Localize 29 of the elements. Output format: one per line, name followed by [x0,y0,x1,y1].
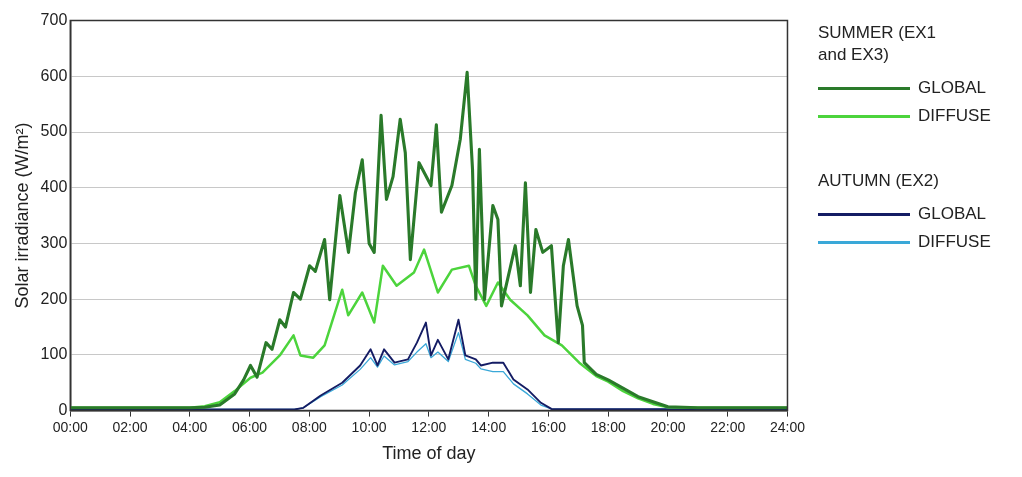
y-axis-title: Solar irradiance (W/m²) [11,122,32,309]
x-tick-label: 14:00 [471,418,507,435]
x-tick-label: 04:00 [172,418,208,435]
x-axis-title: Time of day [382,443,476,464]
y-tick-label: 200 [40,289,68,307]
y-tick-label: 100 [40,345,68,363]
x-tick-label: 12:00 [411,418,447,435]
text: AUTUMN (EX2) [818,170,940,192]
text: DIFFUSE [918,106,991,126]
x-tick-label: 24:00 [769,418,806,435]
y-tick-label: 0 [58,401,68,419]
y-tick-label: 300 [40,233,68,251]
y-tick-label: 400 [40,178,68,196]
x-tick-label: 16:00 [530,418,567,435]
x-tick-label: 10:00 [351,418,387,435]
y-tick-label: 700 [40,11,68,29]
x-tick-label: 00:00 [52,418,89,435]
x-tick-label: 06:00 [232,418,268,435]
y-tick-label: 500 [40,122,68,140]
x-tick-label: 02:00 [112,418,148,435]
x-tick-label: 18:00 [590,418,626,435]
y-tick-label: 600 [40,66,68,84]
text: GLOBAL [918,78,987,98]
text: SUMMER (EX1 and EX3) [818,22,938,66]
text: DIFFUSE [918,232,991,252]
x-tick-label: 20:00 [650,418,686,435]
x-tick-label: 08:00 [291,418,328,435]
text: GLOBAL [918,204,987,224]
x-tick-label: 22:00 [710,418,746,435]
